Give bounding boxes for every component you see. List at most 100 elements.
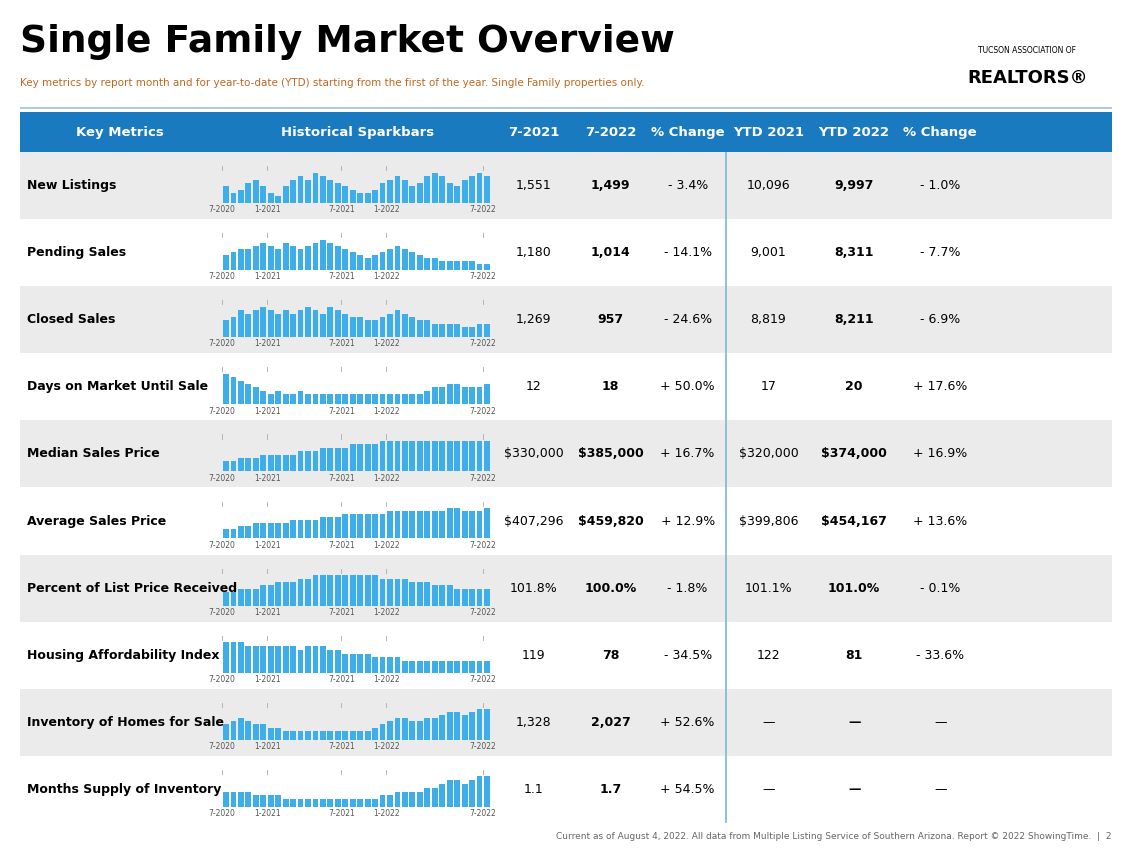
Text: 122: 122 xyxy=(756,649,780,661)
Text: - 0.1%: - 0.1% xyxy=(920,581,960,594)
Bar xyxy=(268,310,274,337)
Bar xyxy=(231,643,237,672)
Bar xyxy=(342,314,349,337)
Bar xyxy=(477,324,482,337)
Bar xyxy=(283,524,289,538)
Text: 12: 12 xyxy=(526,381,542,394)
Bar xyxy=(358,394,363,405)
Bar xyxy=(252,646,259,672)
Text: 7-2021: 7-2021 xyxy=(328,541,354,550)
Bar xyxy=(454,589,460,605)
Bar xyxy=(417,511,422,538)
Bar xyxy=(365,193,370,203)
Text: $320,000: $320,000 xyxy=(738,447,798,461)
Text: 957: 957 xyxy=(598,314,624,326)
Bar xyxy=(238,643,243,672)
Bar xyxy=(335,183,341,203)
Bar xyxy=(372,799,378,807)
Bar xyxy=(447,441,453,472)
Bar xyxy=(335,246,341,270)
Bar xyxy=(246,589,251,605)
Bar xyxy=(432,788,438,807)
Text: 1-2021: 1-2021 xyxy=(254,406,281,416)
Bar xyxy=(402,314,408,337)
Text: New Listings: New Listings xyxy=(27,179,117,192)
Text: Average Sales Price: Average Sales Price xyxy=(27,514,166,528)
Text: Housing Affordability Index: Housing Affordability Index xyxy=(27,649,220,661)
Text: 17: 17 xyxy=(761,381,777,394)
Bar xyxy=(395,579,401,605)
Bar xyxy=(246,458,251,472)
Text: 1-2022: 1-2022 xyxy=(372,742,400,751)
Text: 7-2022: 7-2022 xyxy=(470,608,497,617)
Text: —: — xyxy=(848,716,860,728)
Bar xyxy=(275,582,281,605)
Text: 1-2022: 1-2022 xyxy=(372,339,400,348)
Bar xyxy=(312,173,318,203)
Text: 1,499: 1,499 xyxy=(591,179,631,192)
Bar xyxy=(320,799,326,807)
Bar xyxy=(298,176,303,203)
Bar xyxy=(439,176,445,203)
Bar xyxy=(477,173,482,203)
Bar xyxy=(402,179,408,203)
Bar xyxy=(477,388,482,405)
Bar xyxy=(283,646,289,672)
Bar xyxy=(335,650,341,672)
Bar xyxy=(290,314,295,337)
Bar xyxy=(410,252,415,270)
Bar xyxy=(231,592,237,605)
Bar xyxy=(275,314,281,337)
Text: 7-2022: 7-2022 xyxy=(470,206,497,214)
Bar xyxy=(365,394,370,405)
Text: + 17.6%: + 17.6% xyxy=(914,381,968,394)
Bar xyxy=(350,190,355,203)
Bar xyxy=(298,799,303,807)
Text: YTD 2022: YTD 2022 xyxy=(818,126,890,139)
Text: % Change: % Change xyxy=(651,126,724,139)
Text: 7-2020: 7-2020 xyxy=(208,473,235,483)
Bar xyxy=(342,799,349,807)
Bar xyxy=(439,388,445,405)
Bar xyxy=(252,724,259,740)
Text: REALTORS®: REALTORS® xyxy=(967,68,1088,87)
Text: Pending Sales: Pending Sales xyxy=(27,246,126,259)
Bar xyxy=(432,388,438,405)
Bar xyxy=(275,391,281,405)
Bar xyxy=(402,661,408,672)
Bar xyxy=(223,320,229,337)
Bar xyxy=(462,589,468,605)
Bar xyxy=(379,657,386,672)
Bar xyxy=(424,582,430,605)
Bar xyxy=(238,458,243,472)
Text: Current as of August 4, 2022. All data from Multiple Listing Service of Southern: Current as of August 4, 2022. All data f… xyxy=(556,832,1112,842)
Bar xyxy=(223,462,229,472)
Bar xyxy=(268,524,274,538)
Text: 1-2022: 1-2022 xyxy=(372,206,400,214)
Bar xyxy=(290,646,295,672)
Bar xyxy=(365,445,370,472)
Bar xyxy=(260,186,266,203)
Text: 7-2021: 7-2021 xyxy=(328,809,354,818)
Bar xyxy=(246,314,251,337)
Text: 7-2022: 7-2022 xyxy=(470,541,497,550)
Bar xyxy=(306,451,311,472)
Text: - 33.6%: - 33.6% xyxy=(916,649,964,661)
Text: - 1.8%: - 1.8% xyxy=(668,581,708,594)
Text: - 1.0%: - 1.0% xyxy=(920,179,960,192)
Bar xyxy=(350,394,355,405)
Bar xyxy=(372,445,378,472)
Text: - 34.5%: - 34.5% xyxy=(663,649,712,661)
Bar xyxy=(365,514,370,538)
Bar xyxy=(379,394,386,405)
Bar xyxy=(469,441,475,472)
Text: + 13.6%: + 13.6% xyxy=(914,514,968,528)
Bar xyxy=(447,780,453,807)
Text: 7-2020: 7-2020 xyxy=(208,608,235,617)
Bar xyxy=(439,324,445,337)
Bar xyxy=(469,511,475,538)
Bar xyxy=(484,661,490,672)
Bar xyxy=(365,575,370,605)
Bar xyxy=(372,657,378,672)
Text: Inventory of Homes for Sale: Inventory of Homes for Sale xyxy=(27,716,224,728)
